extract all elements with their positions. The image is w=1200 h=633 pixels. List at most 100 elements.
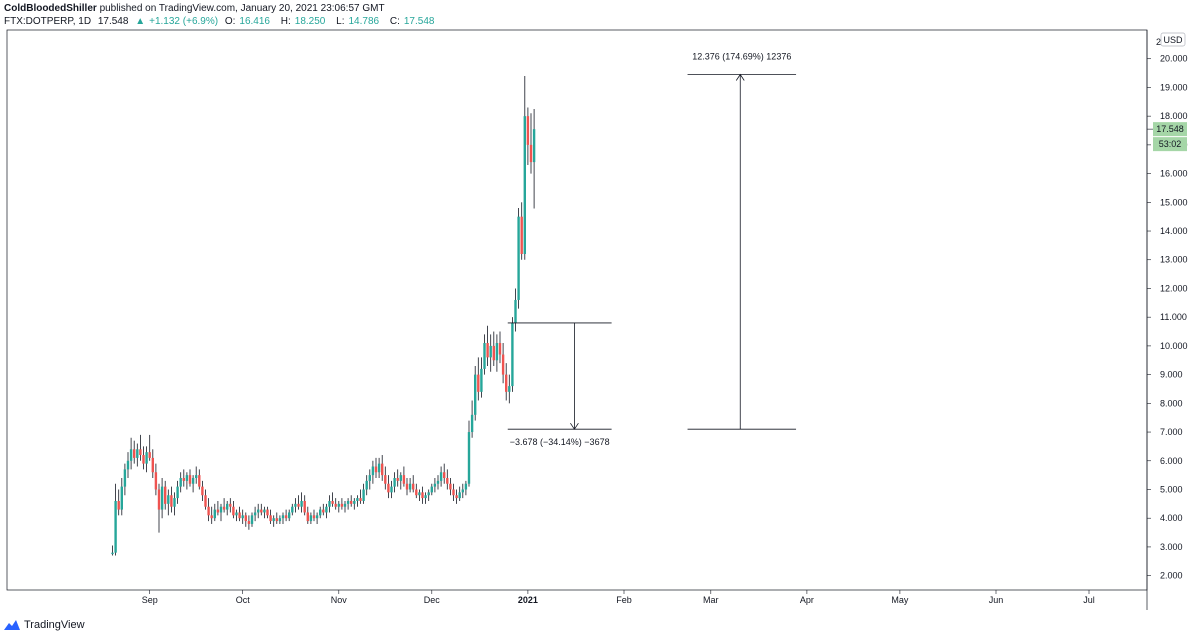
candle-body	[275, 518, 278, 522]
candle-body	[520, 216, 523, 254]
candle-body	[501, 354, 505, 375]
candle-body	[120, 486, 123, 510]
candle-body	[309, 515, 313, 522]
currency-badge: USD	[1163, 35, 1183, 45]
candle-body	[517, 216, 520, 300]
axis-badges: USD 17.548 53:02	[1147, 32, 1187, 152]
candle-body	[284, 515, 288, 519]
candle-body	[300, 500, 303, 507]
range-up-label: 12.376 (174.69%) 12376	[692, 52, 791, 62]
candle-body	[176, 486, 179, 499]
candle-body	[139, 449, 142, 456]
candle-body	[303, 500, 306, 513]
candle-body	[418, 492, 421, 496]
y-tick-label: 8.000	[1160, 398, 1183, 408]
y-tick-label: 6.000	[1160, 456, 1183, 466]
candle-body	[263, 509, 266, 513]
candle-body	[368, 475, 371, 481]
candle-body	[495, 343, 499, 361]
candle-body	[272, 518, 275, 522]
candle-body	[350, 500, 353, 504]
open-value: 16.416	[239, 16, 270, 27]
currency-badge-box	[1160, 32, 1186, 47]
tradingview-logo-icon	[4, 620, 20, 630]
candle-body	[185, 475, 189, 481]
candle-body	[306, 512, 309, 522]
candle-body	[436, 480, 440, 484]
candle-body	[452, 489, 455, 496]
x-tick-label: Feb	[616, 595, 632, 605]
x-tick-label: Dec	[424, 595, 441, 605]
price-tag-box	[1153, 122, 1187, 137]
candle-body	[164, 486, 167, 504]
candle-body	[480, 368, 483, 392]
candle-body	[179, 478, 182, 487]
publish-info: published on TradingView.com, January 20…	[99, 3, 385, 14]
x-tick-label: Nov	[331, 595, 348, 605]
y-tick-label: 7.000	[1160, 427, 1183, 437]
x-tick-label: May	[891, 595, 909, 605]
candle-body	[393, 478, 396, 487]
low-label: L:	[336, 16, 345, 27]
range-down-label: −3.678 (−34.14%) −3678	[510, 437, 610, 447]
candle-body	[235, 512, 238, 516]
candle-body	[226, 503, 229, 510]
measure-annotations[interactable]: −3.678 (−34.14%) −3678 12.376 (174.69%) 1…	[507, 52, 797, 448]
x-tick-label: Apr	[800, 595, 814, 605]
candle-body	[334, 503, 337, 507]
x-tick-label: Jun	[989, 595, 1004, 605]
candle-body	[219, 506, 223, 513]
chart-header: ColdBloodedShiller published on TradingV…	[4, 2, 442, 28]
candle-body	[294, 503, 297, 507]
candle-body	[526, 116, 530, 145]
candle-body	[204, 495, 207, 507]
x-tick-label: Oct	[236, 595, 251, 605]
candle-body	[260, 509, 263, 513]
footer-brand[interactable]: TradingView	[4, 619, 85, 631]
candles	[111, 75, 536, 556]
candle-body	[498, 343, 502, 355]
candle-body	[160, 486, 164, 510]
candle-body	[483, 343, 486, 369]
candle-body	[207, 506, 210, 516]
close-label: C:	[389, 16, 400, 27]
x-tick-label: 2021	[518, 595, 538, 605]
y-tick-label: 15.000	[1160, 197, 1188, 207]
time-axis[interactable]: Sep Oct Nov Dec 2021 Feb Mar Apr May Jun Jul	[142, 590, 1095, 605]
candle-body	[312, 515, 316, 519]
y-tick-label: 20.000	[1160, 54, 1188, 64]
candle-body	[145, 452, 148, 464]
countdown-tag: 53:02	[1159, 139, 1182, 149]
candle-body	[129, 449, 133, 461]
candle-body	[182, 478, 185, 481]
y-tick-label: 3.000	[1160, 542, 1183, 552]
price-axis[interactable]: 20.00019.00018.00017.00016.00015.00014.0…	[1147, 37, 1188, 581]
symbol-label: FTX:DOTPERP, 1D	[4, 16, 92, 27]
candle-body	[297, 503, 300, 507]
candle-body	[114, 500, 117, 553]
author-name[interactable]: ColdBloodedShiller	[4, 3, 97, 14]
candle-body	[455, 495, 458, 499]
candle-body	[464, 483, 468, 490]
arrow-down-icon	[570, 422, 579, 430]
candle-body	[210, 515, 213, 519]
low-value: 14.786	[348, 16, 380, 27]
candle-body	[356, 498, 359, 501]
candle-body	[157, 489, 161, 510]
candle-body	[353, 500, 356, 504]
candle-body	[384, 475, 387, 484]
candle-body	[151, 457, 154, 473]
candle-body	[470, 414, 474, 433]
candle-body	[241, 515, 244, 519]
candle-body	[198, 475, 201, 487]
last-price: 17.548	[97, 16, 129, 27]
candle-body	[405, 483, 409, 490]
candle-body	[188, 475, 192, 484]
candle-body	[322, 509, 325, 513]
candle-body	[195, 475, 198, 478]
candle-body	[123, 469, 127, 487]
candle-body	[170, 495, 173, 507]
high-value: 18.250	[294, 16, 326, 27]
candle-body	[117, 500, 120, 510]
